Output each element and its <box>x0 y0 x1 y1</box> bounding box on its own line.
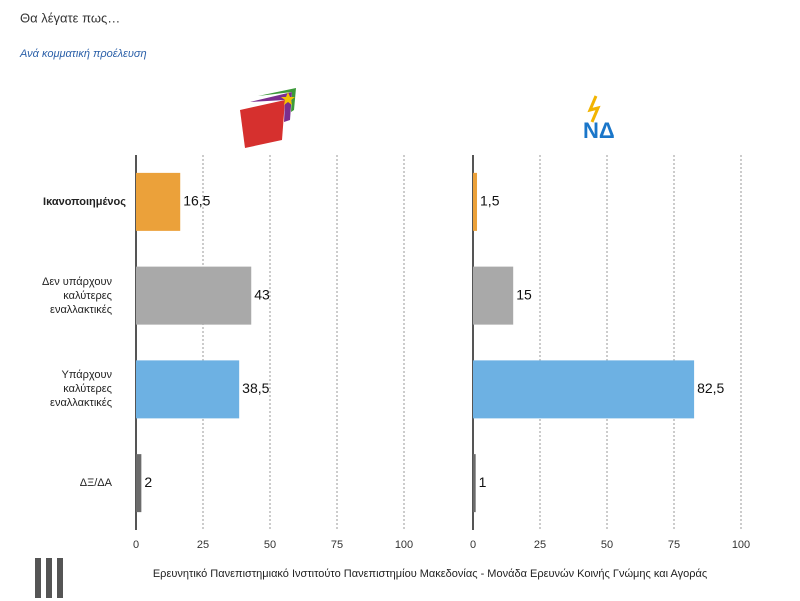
category-label: Ικανοποιημένος <box>43 195 126 208</box>
value-label: 38,5 <box>242 380 269 396</box>
x-tick-label: 25 <box>197 539 209 551</box>
x-tick-label: 75 <box>331 539 343 551</box>
footer-icon <box>35 558 63 598</box>
category-label: Υπάρχουν καλύτερες εναλλακτικές <box>50 369 112 410</box>
party-logo: ΝΔ <box>583 95 615 143</box>
value-label: 15 <box>516 286 532 302</box>
x-tick-label: 100 <box>732 539 750 551</box>
category-label: Δεν υπάρχουν καλύτερες εναλλακτικές <box>42 275 112 316</box>
x-tick-label: 100 <box>395 539 413 551</box>
x-tick-label: 50 <box>264 539 276 551</box>
x-tick-label: 0 <box>133 539 139 551</box>
bar <box>473 266 514 325</box>
subtitle: Ανά κομματική προέλευση <box>19 48 147 60</box>
bar <box>473 360 695 419</box>
value-label: 2 <box>144 474 152 490</box>
category-label: ΔΞ/ΔΑ <box>79 477 112 490</box>
title: Θα λέγατε πως… <box>20 10 120 25</box>
bar <box>473 454 476 513</box>
bar <box>136 454 142 513</box>
value-label: 82,5 <box>697 380 724 396</box>
x-tick-label: 50 <box>601 539 613 551</box>
value-label: 1,5 <box>480 193 500 209</box>
bar <box>136 172 181 231</box>
bar <box>473 172 478 231</box>
x-tick-label: 75 <box>668 539 680 551</box>
x-tick-label: 0 <box>470 539 476 551</box>
logo-text: ΝΔ <box>583 118 615 143</box>
value-label: 1 <box>479 474 487 490</box>
value-label: 43 <box>254 286 270 302</box>
value-label: 16,5 <box>183 193 210 209</box>
bar <box>136 266 252 325</box>
footer: Ερευνητικό Πανεπιστημιακό Ινστιτούτο Παν… <box>153 568 707 580</box>
party-logo <box>240 88 296 148</box>
bar <box>136 360 240 419</box>
x-tick-label: 25 <box>534 539 546 551</box>
